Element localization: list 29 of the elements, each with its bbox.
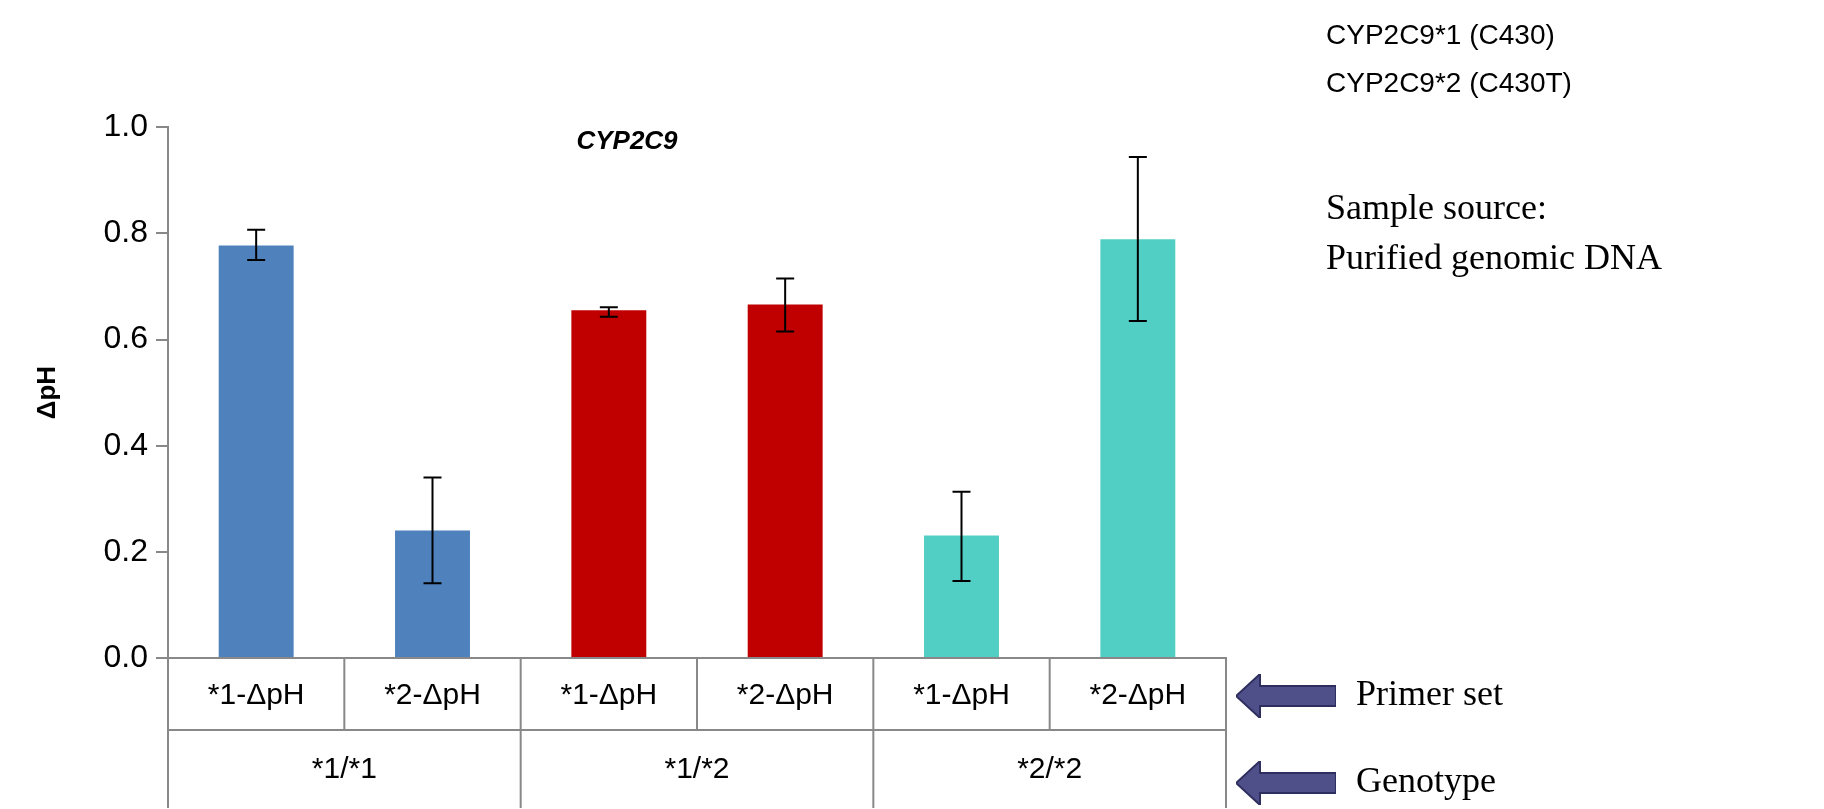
y-tick-label: 0.6 (103, 319, 148, 356)
text: *1/*1 (311, 751, 377, 785)
bar (571, 310, 647, 657)
text: *2/*2 (1017, 751, 1083, 785)
y-tick-label: 0.4 (103, 425, 148, 462)
text: Sample source: (1326, 187, 1547, 228)
y-tick-label: 0.8 (103, 213, 148, 250)
x-tick-label: *2-ΔpH (736, 677, 834, 711)
bar (1100, 239, 1176, 657)
x-tick-label: *1-ΔpH (560, 677, 658, 711)
chart-title: CYP2C9 (576, 124, 679, 155)
y-tick-label: 0.2 (103, 531, 148, 568)
y-tick-label: 0.0 (103, 637, 148, 674)
text: Genotype (1356, 760, 1496, 801)
y-axis-title: ΔpH (30, 365, 61, 420)
x-tick-label: *2-ΔpH (1089, 677, 1187, 711)
bar (747, 304, 823, 657)
x-tick-label: *1-ΔpH (913, 677, 1010, 711)
x-tick-label: *2-ΔpH (384, 677, 481, 711)
x-tick-label: *1-ΔpH (207, 677, 305, 711)
bar (924, 535, 999, 657)
bar (395, 530, 470, 657)
bar (218, 245, 294, 657)
text: CYP2C9*1 (C430) (1326, 18, 1555, 50)
text: *1/*2 (664, 751, 730, 785)
text: CYP2C9*2 (C430T) (1326, 66, 1572, 98)
text: Primer set (1356, 673, 1503, 714)
y-tick-label: 1.0 (103, 107, 148, 144)
text: Purified genomic DNA (1326, 237, 1662, 278)
